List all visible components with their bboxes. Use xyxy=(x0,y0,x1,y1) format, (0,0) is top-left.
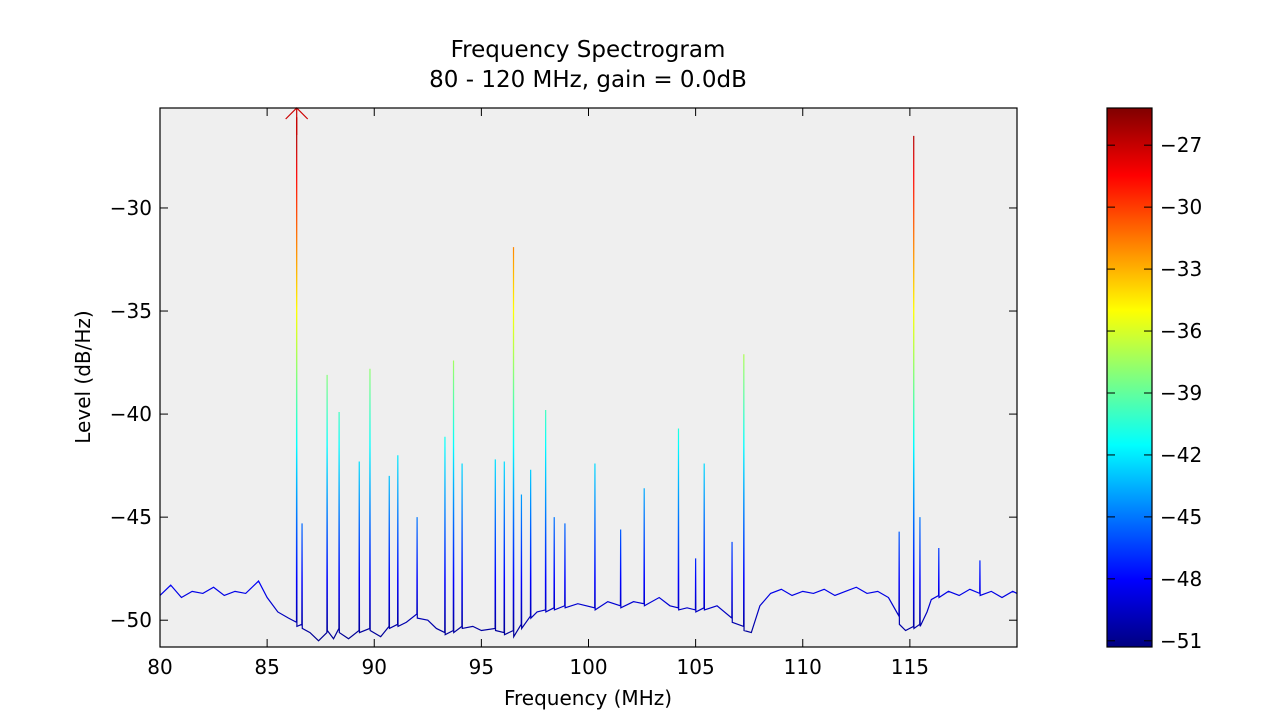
y-axis-label: Level (dB/Hz) xyxy=(71,310,95,443)
x-tick-label: 90 xyxy=(362,655,387,679)
x-tick-label: 110 xyxy=(784,655,822,679)
x-axis-label: Frequency (MHz) xyxy=(504,686,672,710)
spectrum-line xyxy=(159,117,1018,642)
x-tick-label: 95 xyxy=(469,655,494,679)
colorbar-tick-label: −48 xyxy=(1160,567,1202,591)
colorbar-tick-label: −45 xyxy=(1160,505,1202,529)
plot-background xyxy=(160,108,1017,647)
x-tick-label: 85 xyxy=(254,655,279,679)
colorbar-tick-label: −33 xyxy=(1160,257,1202,281)
colorbar-tick-label: −39 xyxy=(1160,381,1202,405)
y-tick-label: −35 xyxy=(110,299,152,323)
chart-title: Frequency Spectrogram xyxy=(451,37,726,63)
colorbar-tick-label: −51 xyxy=(1160,629,1202,653)
y-tick-label: −45 xyxy=(110,505,152,529)
colorbar xyxy=(1106,107,1153,648)
colorbar-tick-label: −27 xyxy=(1160,133,1202,157)
x-tick-label: 105 xyxy=(677,655,715,679)
colorbar-tick-label: −36 xyxy=(1160,319,1202,343)
colorbar-tick-label: −42 xyxy=(1160,443,1202,467)
chart-subtitle: 80 - 120 MHz, gain = 0.0dB xyxy=(429,67,747,93)
y-tick-label: −40 xyxy=(110,402,152,426)
x-tick-label: 100 xyxy=(569,655,607,679)
y-tick-label: −50 xyxy=(110,608,152,632)
x-tick-label: 80 xyxy=(147,655,172,679)
x-tick-label: 115 xyxy=(891,655,929,679)
colorbar-tick-label: −30 xyxy=(1160,195,1202,219)
y-tick-label: −30 xyxy=(110,196,152,220)
